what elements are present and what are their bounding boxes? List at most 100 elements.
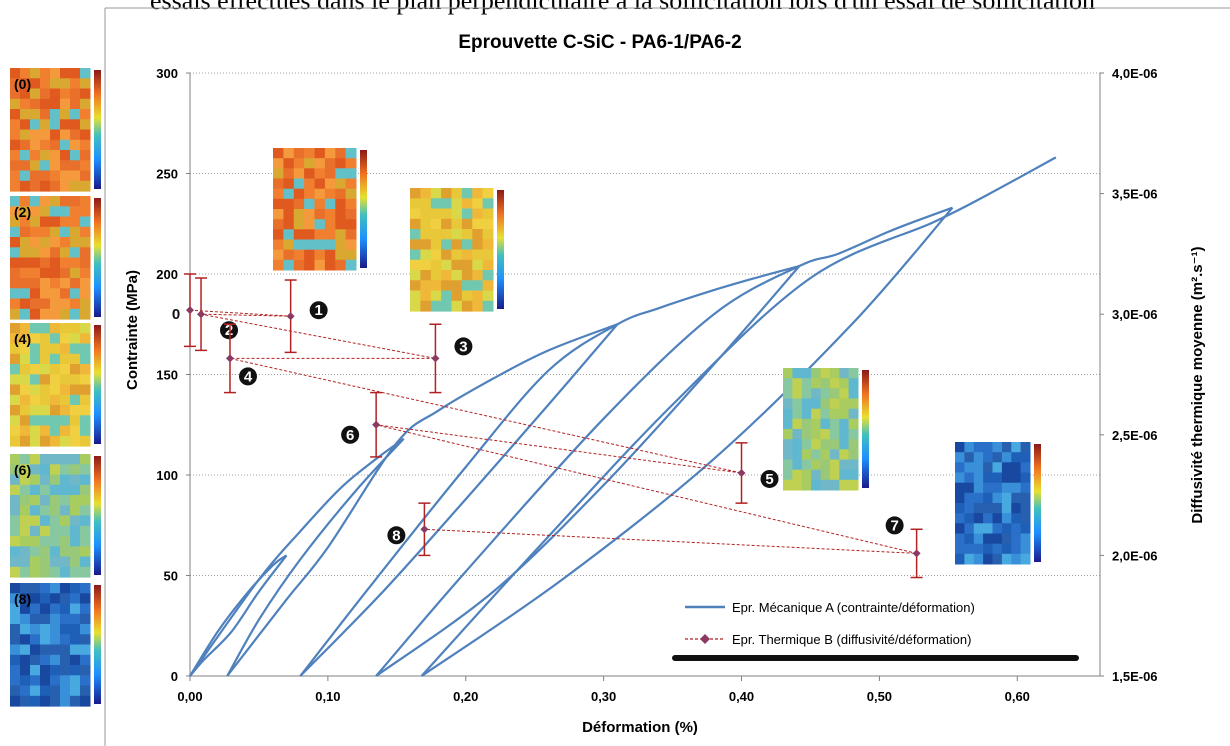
heatmap-cell — [461, 239, 473, 251]
heatmap-cell — [30, 603, 41, 615]
heatmap-cell — [451, 208, 463, 220]
heatmap-cell — [293, 209, 305, 220]
y-axis-label: Contrainte (MPa) — [124, 270, 141, 390]
thermal-point — [286, 312, 295, 321]
heatmap-cell — [848, 439, 859, 450]
heatmap-cell — [30, 323, 41, 334]
heatmap-cell — [80, 68, 91, 79]
heatmap-cell — [1020, 503, 1031, 514]
heatmap-cell — [50, 308, 61, 320]
heatmap-cell — [20, 353, 31, 365]
heatmap-cell — [80, 364, 91, 375]
heatmap-cell — [30, 384, 41, 396]
heatmap-cell — [20, 68, 31, 79]
heatmap-cell — [783, 459, 793, 471]
heatmap-cell — [1001, 513, 1012, 524]
x-tick-label: 0,60 — [1005, 689, 1030, 704]
heatmap-cell — [273, 168, 284, 179]
heatmap-cell — [783, 388, 793, 399]
heatmap-cell — [1001, 462, 1012, 473]
heatmap-cell — [314, 148, 326, 159]
heatmap-cell — [50, 613, 61, 625]
heatmap-cell — [955, 462, 965, 473]
heatmap-cell — [820, 449, 831, 460]
heatmap-cell — [283, 239, 295, 251]
heatmap-cell — [345, 168, 357, 179]
heatmap-cell — [461, 270, 473, 281]
heatmap-cell — [420, 229, 432, 240]
heatmap-cell — [472, 280, 484, 292]
heatmap-cell — [10, 68, 21, 79]
heatmap-cell — [60, 257, 71, 269]
heatmap-cell — [441, 270, 452, 281]
heatmap-cell — [10, 170, 21, 182]
heatmap-cell — [324, 188, 336, 200]
x-tick-label: 0,20 — [453, 689, 478, 704]
heatmap-cell — [50, 556, 61, 568]
heatmap-cell — [30, 343, 41, 355]
heatmap-cell — [410, 280, 421, 292]
heatmap-cell — [50, 484, 61, 496]
heatmap-cell — [983, 492, 993, 504]
heatmap-cell — [10, 160, 21, 172]
heatmap-cell — [20, 206, 31, 218]
heatmap-cell — [472, 270, 484, 281]
heatmap-cell — [50, 695, 61, 707]
heatmap-cell — [50, 353, 61, 365]
heatmap-cell — [40, 78, 51, 90]
heatmap-cell — [60, 216, 71, 228]
heatmap-cell — [70, 394, 81, 406]
heatmap-cell — [80, 644, 91, 656]
heatmap-cell — [10, 415, 21, 427]
legend-box — [672, 588, 1072, 663]
heatmap-cell — [40, 644, 51, 656]
heatmap-cell — [410, 300, 421, 312]
heatmap-cell — [10, 98, 21, 110]
heatmap-cell — [60, 415, 71, 427]
heatmap-cell — [10, 546, 21, 558]
heatmap-cell — [801, 418, 812, 430]
heatmap-cell — [60, 613, 71, 625]
heatmap-cell — [70, 384, 81, 396]
heatmap-cell — [293, 178, 305, 190]
heatmap-cell — [811, 388, 821, 399]
heatmap-cell — [783, 418, 793, 430]
heatmap-cell — [441, 300, 452, 312]
heatmap-cell — [451, 229, 463, 240]
mechanical-unload-curve — [226, 438, 405, 677]
heatmap-cell — [273, 178, 284, 190]
heatmap-cell — [992, 472, 1003, 484]
heatmap-cell — [40, 257, 51, 269]
heatmap-cell — [80, 150, 91, 161]
heatmap-cell — [783, 469, 793, 481]
heatmap-cell — [70, 435, 81, 447]
colorbar — [1034, 444, 1041, 562]
heatmap-cell — [441, 198, 452, 210]
heatmap-cell — [70, 364, 81, 375]
heatmap-cell — [50, 88, 61, 100]
heatmap-cell — [20, 624, 31, 635]
heatmap-cell — [430, 259, 442, 271]
heatmap-cell — [50, 665, 61, 676]
heatmap-cell — [451, 198, 463, 210]
heatmap-cell — [973, 553, 984, 565]
heatmap-cell — [829, 439, 840, 450]
colorbar — [94, 456, 101, 575]
heatmap-cell — [10, 278, 21, 289]
heatmap-cell — [1011, 462, 1022, 473]
heatmap-cell — [40, 109, 51, 120]
heatmap-cell — [410, 290, 421, 302]
heatmap-cell — [10, 109, 21, 120]
y2-tick-label: 3,5E-06 — [1112, 187, 1158, 202]
heatmap-cell — [848, 408, 859, 420]
y-tick-label: 250 — [156, 167, 178, 182]
heatmap-cell — [472, 259, 484, 271]
thumbnail-label: (2) — [14, 204, 31, 220]
heatmap-cell — [293, 148, 305, 159]
heatmap-cell — [1020, 523, 1031, 534]
heatmap-cell — [304, 229, 315, 240]
heatmap-cell — [80, 454, 91, 465]
heatmap-cell — [20, 109, 31, 120]
legend-marker-thermal — [700, 634, 710, 644]
